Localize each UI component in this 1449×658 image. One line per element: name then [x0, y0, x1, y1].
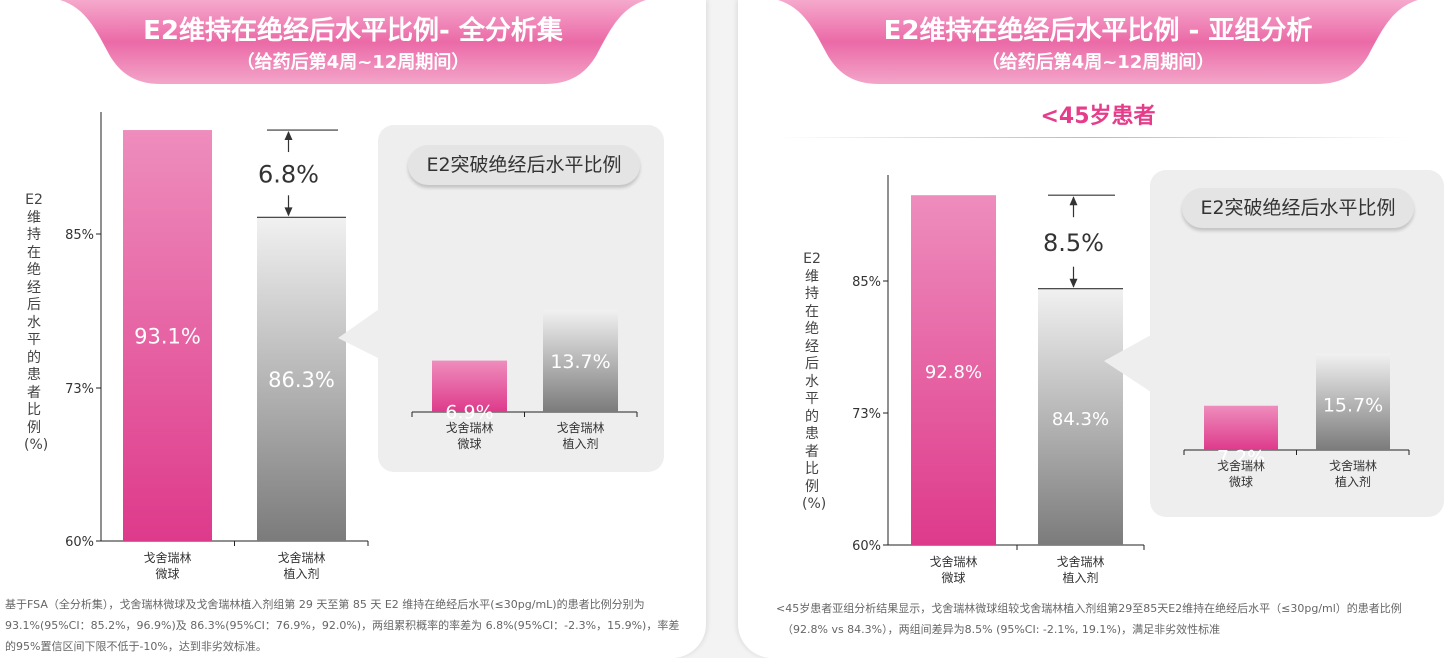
category-label: 戈舍瑞林 [556, 420, 604, 435]
inset-bar-implant [1316, 353, 1390, 450]
footnote-line: 基于FSA（全分析集），戈舍瑞林微球及戈舍瑞林植入剂组第 29 天至第 85 天… [5, 598, 645, 611]
inset-bar-value-label: 13.7% [550, 351, 610, 373]
panel-subtitle: （给药后第4周~12周期间） [236, 52, 470, 73]
y-tick-label: 73% [65, 382, 94, 397]
category-label: 微球 [457, 437, 481, 451]
bar-microsphere [911, 195, 996, 545]
category-label: 戈舍瑞林 [143, 550, 191, 565]
category-label: 植入剂 [283, 566, 319, 581]
panel-full-analysis: E2维持在绝经后水平比例- 全分析集 （给药后第4周~12周期间） E2维持在绝… [0, 0, 706, 658]
arrow-head-down [284, 207, 293, 217]
arrow-head-down [1069, 278, 1078, 288]
y-axis-label: E2维持在绝经后水平的患者比例(%) [802, 251, 827, 512]
inset-bar-implant [543, 309, 618, 412]
category-label: 微球 [1229, 475, 1253, 489]
panel-title: E2维持在绝经后水平比例 - 亚组分析 [883, 16, 1313, 46]
y-tick-label: 73% [852, 407, 881, 422]
bar-implant [1038, 288, 1123, 545]
bar-value-label: 84.3% [1052, 409, 1109, 430]
y-tick-label: 60% [65, 535, 94, 550]
category-label: 植入剂 [562, 436, 598, 451]
subgroup-divider [778, 137, 1409, 138]
inset-bar-value-label: 7.2% [1217, 447, 1265, 469]
footnote: 基于FSA（全分析集），戈舍瑞林微球及戈舍瑞林植入剂组第 29 天至第 85 天… [5, 594, 695, 657]
difference-label: 8.5% [1043, 229, 1104, 257]
main-chart: 85%73%60%93.1%戈舍瑞林微球86.3%戈舍瑞林植入剂6.8%6.9%… [65, 112, 638, 581]
subgroup-label: <45岁患者 [1040, 104, 1156, 129]
footnote: <45岁患者亚组分析结果显示，戈舍瑞林微球组较戈舍瑞林植入剂组第29至85天E2… [776, 598, 1448, 640]
inset-bar-microsphere [432, 360, 507, 412]
footnote-line: （92.8% vs 84.3%），两组间差异为8.5% (95%CI: -2.1… [782, 623, 1221, 636]
y-axis-label: E2维持在绝经后水平的患者比例(%) [24, 192, 49, 453]
category-label: 戈舍瑞林 [1217, 458, 1265, 473]
panel-subgroup-analysis: E2维持在绝经后水平比例 - 亚组分析 （给药后第4周~12周期间） <45岁患… [738, 0, 1449, 658]
main-chart: 85%73%60%92.8%戈舍瑞林微球84.3%戈舍瑞林植入剂8.5%7.2%… [852, 175, 1410, 585]
category-label: 微球 [155, 567, 179, 581]
category-label: 戈舍瑞林 [1056, 554, 1104, 569]
inset-title: E2突破绝经后水平比例 [408, 145, 640, 185]
arrow-head-up [1069, 196, 1078, 206]
y-tick-label: 60% [852, 539, 881, 554]
inset-bar-value-label: 6.9% [445, 402, 493, 424]
panel-subtitle: （给药后第4周~12周期间） [981, 52, 1215, 73]
callout-pointer [338, 300, 392, 365]
arrow-head-up [284, 131, 293, 141]
bar-value-label: 86.3% [268, 368, 335, 392]
footnote-line: 93.1%(95%CI：85.2%，96.9%)及 86.3%(95%CI：76… [5, 619, 680, 632]
category-label: 植入剂 [1335, 474, 1371, 489]
bar-microsphere [123, 130, 212, 542]
category-label: 戈舍瑞林 [929, 554, 977, 569]
bar-value-label: 92.8% [925, 362, 982, 383]
inset-title: E2突破绝经后水平比例 [1182, 188, 1414, 228]
callout-pointer [1104, 330, 1160, 398]
footnote-line: 的95%置信区间下限不低于-10%，达到非劣效标准。 [5, 640, 267, 653]
category-label: 植入剂 [1062, 570, 1098, 585]
header-banner [60, 0, 646, 84]
category-label: 微球 [941, 571, 965, 585]
header-banner [778, 0, 1418, 84]
inset-bar-value-label: 15.7% [1323, 394, 1383, 416]
inset-bar-microsphere [1204, 405, 1278, 450]
category-label: 戈舍瑞林 [445, 420, 493, 435]
panel-title: E2维持在绝经后水平比例- 全分析集 [143, 16, 563, 46]
category-label: 戈舍瑞林 [1329, 458, 1377, 473]
footnote-line: <45岁患者亚组分析结果显示，戈舍瑞林微球组较戈舍瑞林植入剂组第29至85天E2… [776, 602, 1402, 615]
bar-value-label: 93.1% [134, 325, 201, 349]
y-tick-label: 85% [65, 228, 94, 243]
y-tick-label: 85% [852, 275, 881, 290]
bar-implant [257, 217, 346, 542]
difference-label: 6.8% [258, 161, 319, 189]
category-label: 戈舍瑞林 [277, 550, 325, 565]
